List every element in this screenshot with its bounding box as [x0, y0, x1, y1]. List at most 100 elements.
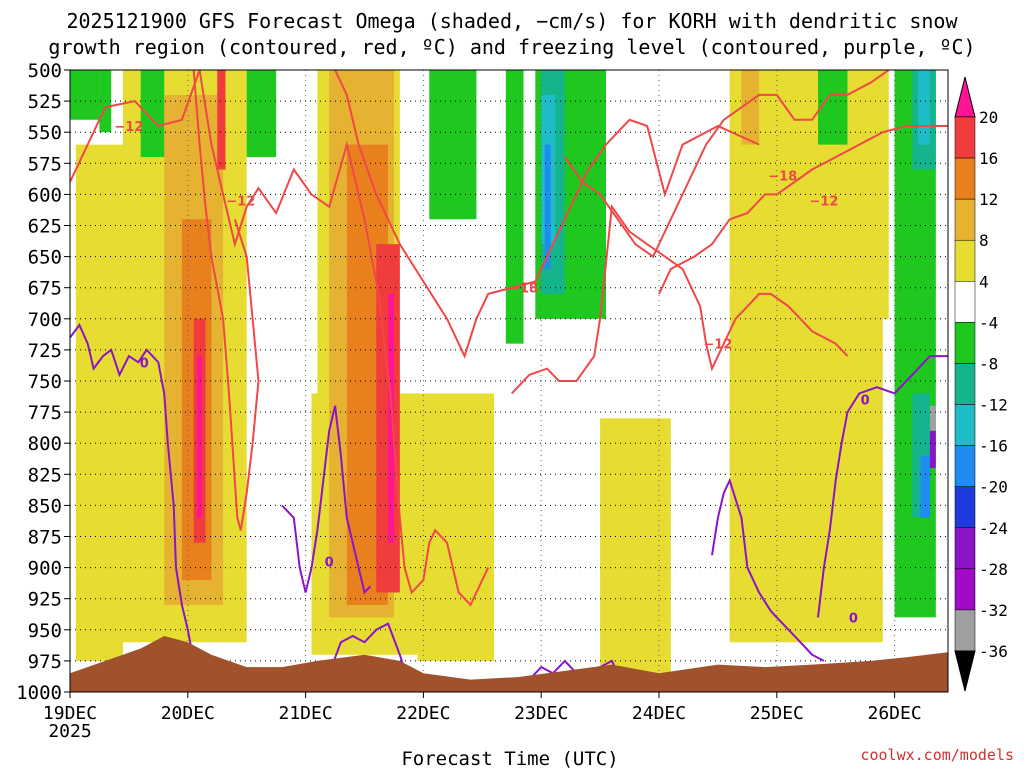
x-tick-label-20DEC: 20DEC	[161, 703, 215, 724]
omega-region-13	[388, 293, 394, 543]
colorbar-label-0: 20	[979, 108, 998, 127]
omega-region-5	[197, 356, 202, 518]
omega-region-29	[818, 70, 848, 145]
omega-region-28	[544, 144, 551, 270]
omega-region-14	[417, 393, 495, 661]
y-tick-label-775: 775	[28, 402, 62, 424]
colorbar-swatch-7	[954, 404, 976, 446]
freezing-contour-label-1: 0	[325, 555, 334, 570]
y-tick-label-600: 600	[28, 184, 62, 206]
freezing-contour-line-4	[328, 622, 407, 674]
colorbar-swatch-1	[954, 157, 976, 200]
freezing-contour-line-3	[817, 355, 948, 618]
dgz-contour-label-0: −12	[114, 120, 143, 135]
colorbar-swatch-0	[954, 116, 976, 159]
y-tick-label-925: 925	[28, 589, 62, 611]
colorbar-label-9: -20	[979, 478, 1008, 497]
y-tick-label-550: 550	[28, 122, 62, 144]
colorbar-label-6: -8	[979, 354, 998, 373]
colorbar-swatch-9	[954, 486, 976, 529]
colorbar-label-4: 4	[979, 272, 989, 291]
freezing-contour-label-3: 0	[861, 394, 870, 409]
x-year-label: 2025	[48, 721, 91, 742]
x-tick-label-24DEC: 24DEC	[632, 703, 686, 724]
chart-title-line1: 2025121900 GFS Forecast Omega (shaded, −…	[66, 9, 958, 33]
dgz-contour-label-3: −12	[703, 338, 732, 353]
y-tick-label-650: 650	[28, 247, 62, 269]
y-tick-label-500: 500	[28, 60, 62, 82]
omega-region-36	[929, 405, 936, 431]
colorbar-swatch-6	[954, 363, 976, 405]
colorbar-swatch-4	[954, 281, 976, 323]
x-tick-label-22DEC: 22DEC	[396, 703, 450, 724]
x-tick-label-21DEC: 21DEC	[279, 703, 333, 724]
x-tick-label-26DEC: 26DEC	[868, 703, 922, 724]
colorbar-label-5: -4	[979, 313, 998, 332]
omega-region-22	[246, 70, 277, 158]
colorbar-label-11: -28	[979, 560, 1008, 579]
colorbar-label-3: 8	[979, 231, 989, 250]
colorbar-top-arrow	[954, 76, 976, 118]
y-tick-label-975: 975	[28, 651, 62, 673]
y-tick-label-850: 850	[28, 495, 62, 517]
dgz-contour-line-0	[70, 70, 490, 607]
omega-region-24	[505, 70, 524, 344]
x-tick-label-19DEC: 19DEC	[43, 703, 97, 724]
y-tick-label-525: 525	[28, 91, 62, 113]
y-tick-label-900: 900	[28, 558, 62, 580]
omega-region-18	[859, 70, 889, 319]
colorbar-label-10: -24	[979, 519, 1008, 538]
dgz-contour-label-4: −18	[768, 170, 797, 185]
omega-region-16	[729, 70, 883, 643]
chart-title-line2: growth region (contoured, red, ºC) and f…	[48, 35, 975, 59]
colorbar-label-7: -12	[979, 396, 1008, 415]
y-axis: 500 525 550 575 600 625 650 675 700 725 750 775 800 8…	[16, 60, 70, 704]
dgz-contour-line-4	[563, 70, 890, 259]
terrain-fill	[70, 636, 948, 692]
colorbar-swatch-12	[954, 609, 976, 652]
colorbar-swatch-2	[954, 198, 976, 241]
dgz-contour-label-5: −12	[809, 195, 838, 210]
y-tick-label-875: 875	[28, 527, 62, 549]
colorbar-swatch-8	[954, 445, 976, 487]
plot-area: −12 −12 −18 −12 −18 −12 0 0 0 0	[69, 69, 949, 693]
omega-region-0	[75, 144, 124, 661]
colorbar-swatch-10	[954, 527, 976, 570]
y-tick-label-700: 700	[28, 309, 62, 331]
freezing-contour-line-2	[711, 477, 825, 662]
y-tick-label-625: 625	[28, 216, 62, 238]
dgz-contour-line-2	[334, 70, 760, 359]
colorbar-label-1: 16	[979, 149, 998, 168]
y-tick-label-1000: 1000	[16, 682, 62, 704]
colorbar-label-13: -36	[979, 642, 1008, 661]
freezing-contour-line-1	[281, 405, 372, 595]
colorbar-label-12: -32	[979, 601, 1008, 620]
omega-region-20	[140, 70, 165, 158]
y-tick-label-725: 725	[28, 340, 62, 362]
colorbar: 20 16 12 8 4 -4 -8 -12 -16 -20 -24 -28 -32 -36	[954, 76, 1008, 692]
dgz-contour-line-1	[192, 70, 260, 531]
omega-region-6	[229, 70, 241, 369]
dgz-contour-label-1: −12	[226, 195, 255, 210]
freezing-contour-label-2: 0	[849, 611, 858, 626]
colorbar-swatch-3	[954, 239, 976, 282]
omega-region-19	[70, 70, 100, 120]
x-tick-label-25DEC: 25DEC	[750, 703, 804, 724]
credit-text: coolwx.com/models	[860, 746, 1014, 764]
dgz-contour-line-3	[511, 204, 849, 395]
colorbar-label-8: -16	[979, 437, 1008, 456]
y-tick-label-950: 950	[28, 620, 62, 642]
colorbar-swatch-11	[954, 568, 976, 611]
y-tick-label-750: 750	[28, 371, 62, 393]
y-tick-label-575: 575	[28, 153, 62, 175]
omega-region-32	[918, 70, 930, 145]
omega-region-17	[741, 70, 760, 145]
colorbar-bottom-arrow	[954, 650, 976, 692]
omega-region-35	[929, 430, 936, 469]
omega-region-7	[217, 70, 226, 170]
x-axis-label: Forecast Time (UTC)	[401, 748, 618, 768]
x-axis: 19DEC 20DEC 21DEC 22DEC 23DEC 24DEC 25DEC 26DEC…	[43, 692, 922, 742]
freezing-contour-line-0	[70, 323, 195, 662]
freezing-contour-line-5	[528, 659, 619, 681]
